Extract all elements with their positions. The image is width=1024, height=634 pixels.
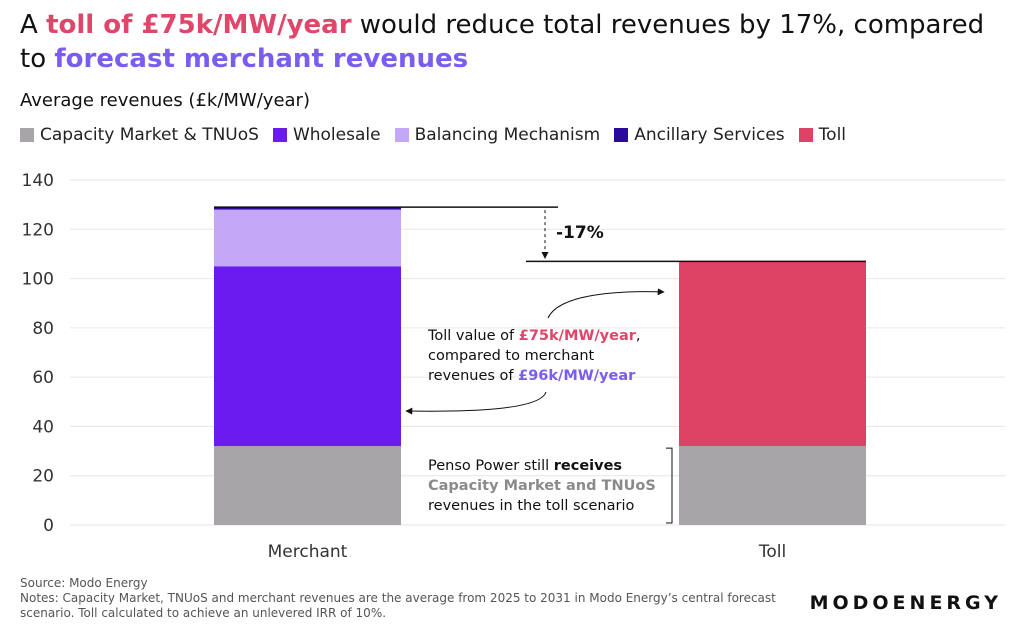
capacity-bracket — [666, 447, 673, 524]
legend-item-toll: Toll — [798, 125, 847, 145]
chart-title: A toll of £75k/MW/year would reduce tota… — [20, 8, 1010, 76]
annotation-layer: -17% Toll value of £75k/MW/year, compare… — [214, 206, 866, 524]
change-label: -17% — [556, 223, 604, 243]
toll-note-l3a: revenues of — [428, 368, 518, 384]
legend-label-capacity: Capacity Market & TNUoS — [40, 125, 259, 145]
legend-item-ancillary: Ancillary Services — [614, 125, 785, 145]
capacity-note-line1: Penso Power still receives — [428, 458, 622, 474]
arrow-to-toll-bar — [547, 288, 665, 319]
toll-note-line1: Toll value of £75k/MW/year, — [427, 328, 641, 344]
bars-layer: Merchant Toll — [214, 207, 866, 562]
toll-note-line3: revenues of £96k/MW/year — [428, 368, 636, 384]
legend-swatch-capacity — [20, 128, 34, 142]
toll-note-l1a: Toll value of — [427, 328, 519, 344]
capacity-note-line3: revenues in the toll scenario — [428, 498, 634, 514]
toll-note-l3b: £96k/MW/year — [518, 368, 636, 384]
footer-notes: Notes: Capacity Market, TNUoS and mercha… — [20, 591, 776, 620]
chart-footer: Source: Modo Energy Notes: Capacity Mark… — [20, 576, 780, 621]
legend-swatch-balancing — [394, 128, 409, 142]
y-tick-label: 100 — [22, 270, 54, 290]
legend-swatch-ancillary — [614, 128, 629, 142]
y-tick-label: 0 — [43, 516, 54, 536]
bar-ancillary-merchant — [214, 207, 401, 210]
title-toll-highlight: toll of £75k/MW/year — [46, 10, 352, 40]
footer-source: Source: Modo Energy — [20, 576, 148, 590]
arrow-to-merchant-bar — [405, 391, 547, 415]
legend-label-toll: Toll — [818, 125, 847, 145]
title-merchant-highlight: forecast merchant revenues — [54, 44, 469, 74]
x-tick-label: Toll — [758, 542, 786, 562]
bar-toll-toll — [679, 261, 866, 447]
capacity-note-l1a: Penso Power still — [428, 458, 554, 474]
bar-balancing-merchant — [214, 209, 401, 267]
x-tick-label: Merchant — [268, 542, 348, 562]
toll-note-l1c: , — [636, 328, 641, 344]
legend-item-wholesale: Wholesale — [272, 125, 381, 145]
legend-label-wholesale: Wholesale — [292, 125, 381, 145]
bar-wholesale-merchant — [214, 266, 401, 447]
bar-capacity-merchant — [214, 446, 401, 525]
brand-logo: MODOENERGY — [809, 592, 1002, 614]
legend-item-capacity: Capacity Market & TNUoS — [20, 125, 259, 145]
toll-note-l1b: £75k/MW/year — [519, 328, 637, 344]
toll-note-line2: compared to merchant — [428, 348, 595, 364]
legend-item-balancing: Balancing Mechanism — [394, 125, 601, 145]
capacity-note-l1b: receives — [554, 458, 622, 474]
title-part1: A — [20, 10, 47, 40]
title-part2: would reduce total revenues by 17%, comp… — [20, 10, 985, 74]
y-tick-label: 40 — [32, 417, 54, 437]
y-tick-label: 20 — [32, 467, 54, 487]
legend-swatch-toll — [798, 128, 813, 142]
y-tick-label: 120 — [22, 220, 54, 240]
y-tick-label: 60 — [32, 368, 54, 388]
chart-subtitle: Average revenues (£k/MW/year) — [20, 90, 310, 111]
capacity-note-line2: Capacity Market and TNUoS — [428, 478, 656, 494]
chart-legend: Capacity Market & TNUoS Wholesale Balanc… — [20, 125, 846, 145]
legend-label-ancillary: Ancillary Services — [634, 125, 785, 145]
legend-label-balancing: Balancing Mechanism — [414, 125, 601, 145]
y-tick-label: 140 — [22, 171, 54, 191]
y-tick-label: 80 — [32, 319, 54, 339]
bar-capacity-toll — [679, 446, 866, 525]
legend-swatch-wholesale — [272, 128, 287, 142]
